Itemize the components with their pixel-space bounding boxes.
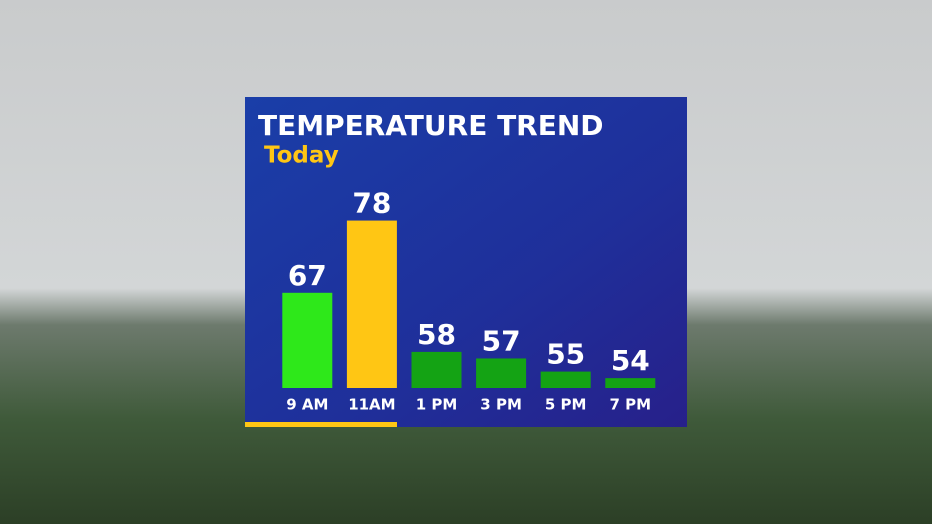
value-label: 57	[482, 324, 521, 357]
accent-line	[245, 422, 397, 427]
x-tick-label: 9 AM	[286, 396, 328, 414]
chart-subtitle: Today	[264, 143, 339, 169]
bar	[605, 378, 656, 388]
chart-title: TEMPERATURE TREND	[258, 109, 604, 142]
value-label: 78	[352, 187, 391, 220]
value-label: 67	[288, 259, 327, 292]
value-label: 54	[611, 344, 650, 377]
bar	[476, 358, 527, 388]
x-tick-label: 7 PM	[610, 396, 652, 414]
bar	[282, 292, 333, 388]
x-tick-label: 1 PM	[416, 396, 458, 414]
x-tick-label: 11AM	[348, 396, 395, 414]
bar	[540, 371, 591, 388]
value-label: 55	[546, 338, 585, 371]
x-tick-label: 5 PM	[545, 396, 587, 414]
bar	[411, 351, 462, 388]
value-label: 58	[417, 318, 456, 351]
x-tick-label: 3 PM	[480, 396, 522, 414]
bar	[346, 220, 397, 388]
